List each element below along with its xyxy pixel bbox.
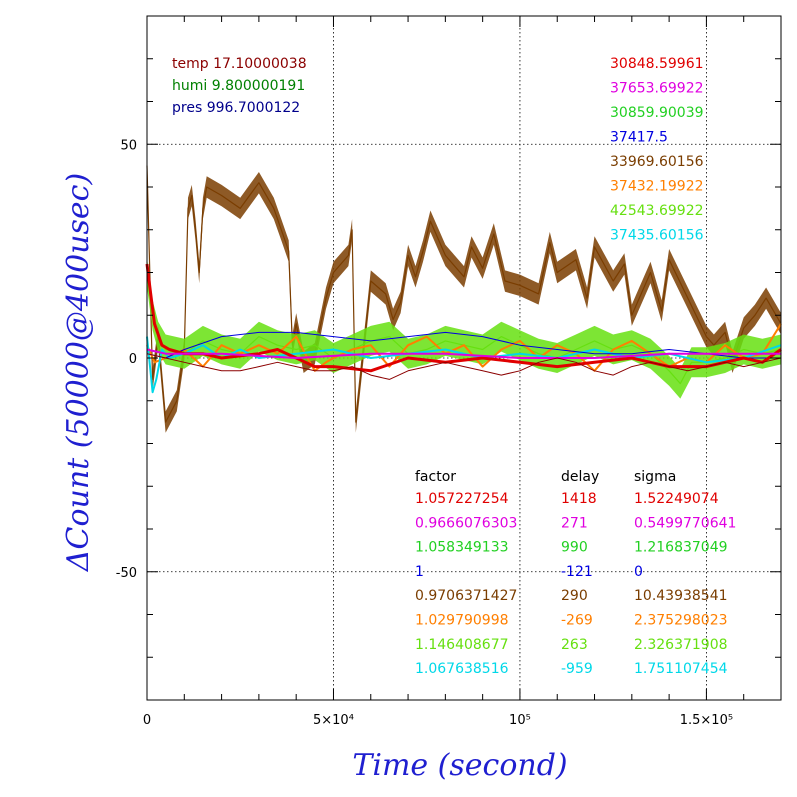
env-legend-item: temp 17.10000038	[172, 56, 307, 72]
table-cell: 290	[561, 588, 588, 604]
x-axis-label: Time (second)	[352, 748, 567, 783]
table-cell: 263	[561, 637, 588, 653]
table-cell: 990	[561, 540, 588, 556]
table-cell: 1.751107454	[634, 661, 728, 677]
x-tick-label: 0	[143, 713, 151, 728]
value-legend-item: 37653.69922	[610, 81, 704, 97]
y-axis-label: ΔCount (50000@400usec)	[61, 173, 96, 572]
table-cell: 1.058349133	[415, 540, 509, 556]
table-cell: -269	[561, 613, 593, 629]
table-cell: 271	[561, 515, 588, 531]
table-cell: 0.9706371427	[415, 588, 517, 604]
env-legend-item: humi 9.800000191	[172, 78, 305, 94]
series-layer	[145, 154, 782, 433]
table-cell: 1	[415, 564, 424, 580]
table-cell: 0.9666076303	[415, 515, 517, 531]
series-line	[146, 272, 782, 385]
y-tick-label: -50	[116, 566, 137, 581]
x-tick-label: 1.5×10⁵	[680, 713, 733, 728]
table-cell: 10.43938541	[634, 588, 728, 604]
table-cell: 1.146408677	[415, 637, 509, 653]
parameter-table: factor delay sigma 1.057227254 1418 1.5224907…	[415, 469, 736, 677]
y-tick-label: 0	[129, 352, 137, 367]
table-cell: 2.326371908	[634, 637, 728, 653]
env-legend-item: pres 996.7000122	[172, 100, 300, 116]
table-cell: 2.375298023	[634, 613, 728, 629]
value-legend-item: 37432.19922	[610, 179, 704, 195]
series-6	[146, 348, 781, 359]
table-cell: 1.057227254	[415, 491, 509, 507]
axis-ticks	[146, 16, 782, 700]
table-cell: -121	[561, 564, 593, 580]
series-7	[146, 353, 782, 380]
x-tick-label: 5×10⁴	[313, 713, 354, 728]
table-header: factor	[415, 469, 456, 485]
value-legend-item: 30848.59961	[610, 56, 704, 72]
table-cell: 0	[634, 564, 643, 580]
table-cell: 1.52249074	[634, 491, 719, 507]
y-tick-label: 50	[120, 138, 137, 153]
table-cell: 1.029790998	[415, 613, 509, 629]
value-legend: 30848.59961 37653.69922 30859.90039 37417.5…	[610, 56, 704, 244]
table-header: sigma	[634, 469, 676, 485]
value-legend-item: 42543.69922	[610, 203, 704, 219]
table-cell: -959	[561, 661, 593, 677]
table-header: delay	[561, 469, 599, 485]
value-legend-item: 37435.60156	[610, 228, 704, 244]
value-legend-item: 37417.5	[610, 130, 668, 146]
series-1	[146, 257, 782, 399]
environment-legend: temp 17.10000038 humi 9.800000191 pres 996…	[172, 56, 307, 116]
x-tick-label: 10⁵	[509, 713, 531, 728]
value-legend-item: 30859.90039	[610, 105, 704, 121]
series-4	[146, 331, 781, 359]
series-line	[146, 165, 782, 423]
value-legend-item: 33969.60156	[610, 154, 704, 170]
table-cell: 1.216837049	[634, 540, 728, 556]
table-cell: 1418	[561, 491, 597, 507]
table-cell: 0.5499770641	[634, 515, 736, 531]
series-line	[146, 348, 781, 359]
series-line	[146, 331, 781, 359]
table-cell: 1.067638516	[415, 661, 509, 677]
tick-labels: 0 5×10⁴ 10⁵ 1.5×10⁵ -50 0 50	[116, 138, 733, 728]
series-line	[146, 353, 782, 380]
